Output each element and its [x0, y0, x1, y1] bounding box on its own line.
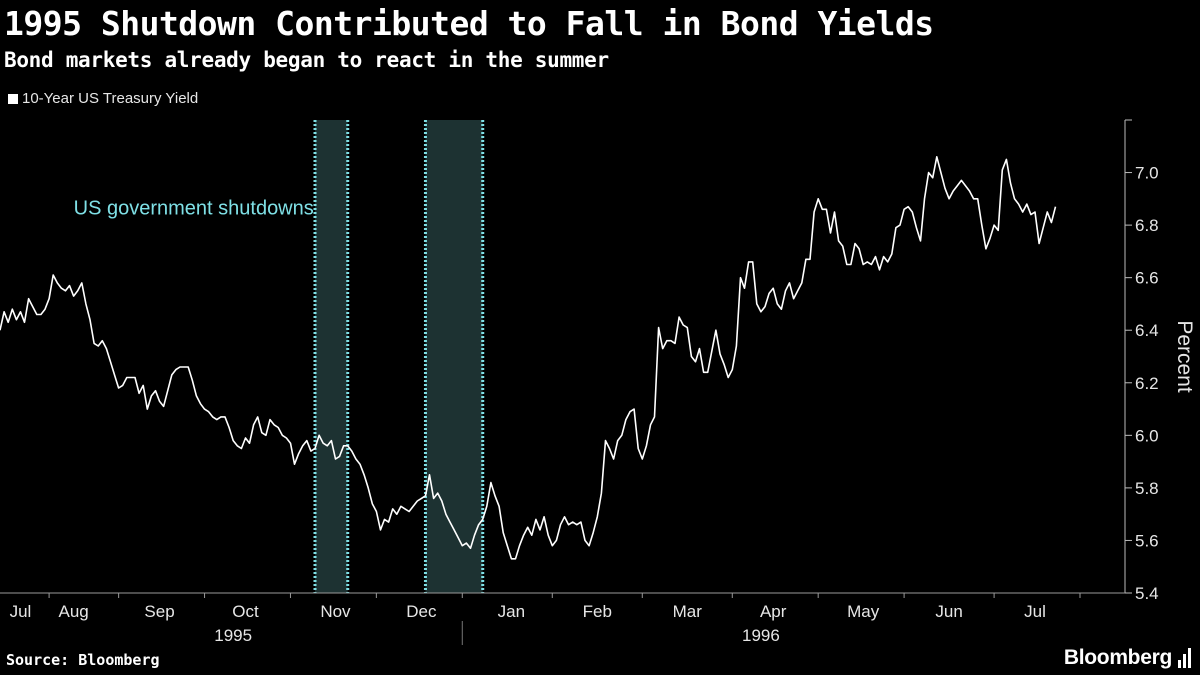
source-value: Bloomberg [78, 651, 160, 669]
y-tick-label: 5.8 [1135, 479, 1159, 498]
x-tick-label: Apr [760, 602, 787, 621]
legend: 10-Year US Treasury Yield [8, 90, 198, 107]
year-label: 1996 [742, 626, 780, 645]
x-tick-label: Jun [935, 602, 962, 621]
legend-label: 10-Year US Treasury Yield [22, 90, 199, 107]
chart-title: 1995 Shutdown Contributed to Fall in Bon… [4, 4, 934, 43]
year-label: 1995 [214, 626, 252, 645]
shutdown-band [313, 120, 350, 593]
x-tick-label: Aug [59, 602, 89, 621]
x-tick-label: Mar [673, 602, 703, 621]
x-tick-label: Dec [406, 602, 437, 621]
shutdown-annotation: US government shutdowns [74, 198, 314, 220]
x-tick-label: Oct [232, 602, 259, 621]
source-label: Source: [6, 651, 70, 669]
chart-subtitle: Bond markets already began to react in t… [4, 48, 609, 72]
y-tick-label: 5.4 [1135, 584, 1159, 603]
y-tick-label: 5.6 [1135, 531, 1159, 550]
brand-logo: Bloomberg [1064, 646, 1192, 670]
y-tick-label: 6.0 [1135, 426, 1159, 445]
series-line-treasury-yield [0, 156, 1057, 560]
y-tick-label: 6.4 [1135, 321, 1159, 340]
legend-swatch [8, 93, 18, 104]
y-tick-label: 6.8 [1135, 216, 1159, 235]
y-axis-label: Percent [1173, 320, 1196, 393]
shutdown-band [423, 120, 485, 593]
y-tick-label: 6.2 [1135, 374, 1159, 393]
brand-name: Bloomberg [1063, 646, 1172, 669]
y-tick-label: 6.6 [1135, 269, 1159, 288]
shutdown-band-fill [425, 120, 483, 593]
y-tick-label: 7.0 [1135, 164, 1159, 183]
shutdown-band-fill [315, 120, 348, 593]
source-note: Source: Bloomberg [6, 651, 160, 669]
x-tick-label: Jul [10, 602, 32, 621]
bar-chart-icon [1178, 648, 1192, 668]
x-tick-label: Jul [1024, 602, 1046, 621]
x-tick-label: May [847, 602, 880, 621]
x-tick-label: Jan [498, 602, 525, 621]
x-tick-label: Sep [144, 602, 174, 621]
x-tick-label: Feb [583, 602, 612, 621]
x-tick-label: Nov [320, 602, 351, 621]
